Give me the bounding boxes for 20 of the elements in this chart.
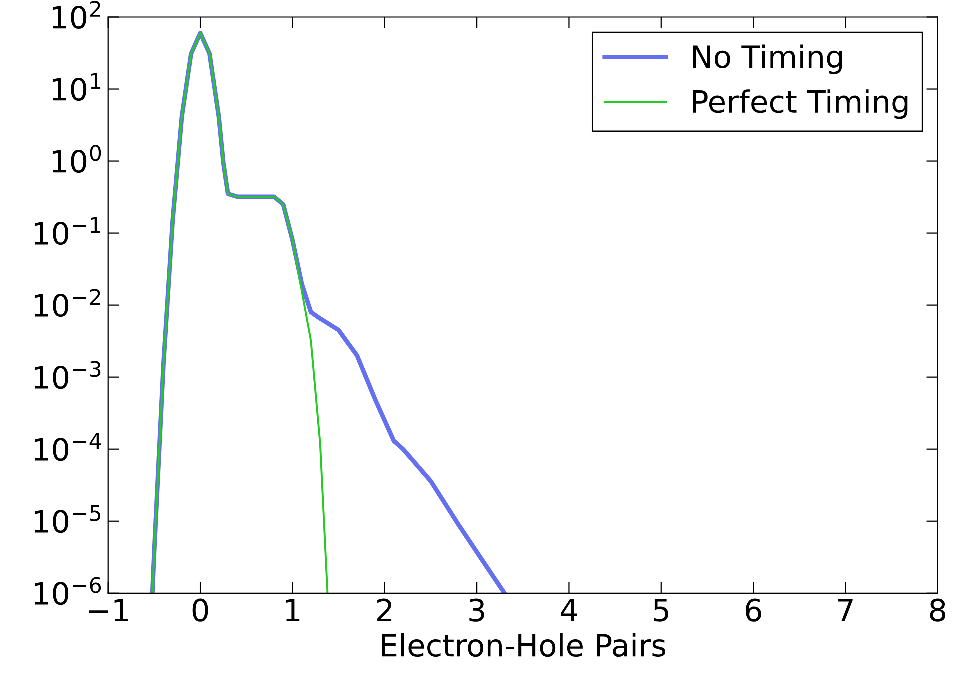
y-tick-label: 10$^{2}$	[53, 1, 100, 30]
legend-label: Perfect Timing	[693, 90, 908, 120]
y-tick-label: 10$^{1}$	[53, 73, 101, 102]
legend-label: No Timing	[693, 44, 842, 74]
y-tick-label: 10$^{0}$	[53, 145, 102, 174]
x-tick-label: 8	[930, 598, 946, 622]
y-tick-label: 10$^{−2}$	[35, 289, 100, 318]
y-tick-label: 10$^{−3}$	[35, 361, 101, 390]
x-axis-title: Electron-Hole Pairs	[382, 633, 666, 658]
y-tick-label: 10$^{−1}$	[35, 217, 100, 246]
x-tick-label: 6	[746, 598, 762, 622]
x-tick-label: 5	[654, 599, 668, 622]
x-tick-label: 4	[560, 599, 578, 622]
x-tick-label: 7	[838, 599, 853, 622]
y-tick-label: 10$^{−4}$	[35, 433, 102, 462]
x-tick-label: 3	[470, 598, 484, 622]
x-tick-label: 0	[192, 598, 208, 622]
y-tick-label: 10$^{−5}$	[35, 505, 101, 534]
x-tick-label: 2	[377, 598, 392, 622]
x-tick-label: 1	[286, 599, 300, 622]
